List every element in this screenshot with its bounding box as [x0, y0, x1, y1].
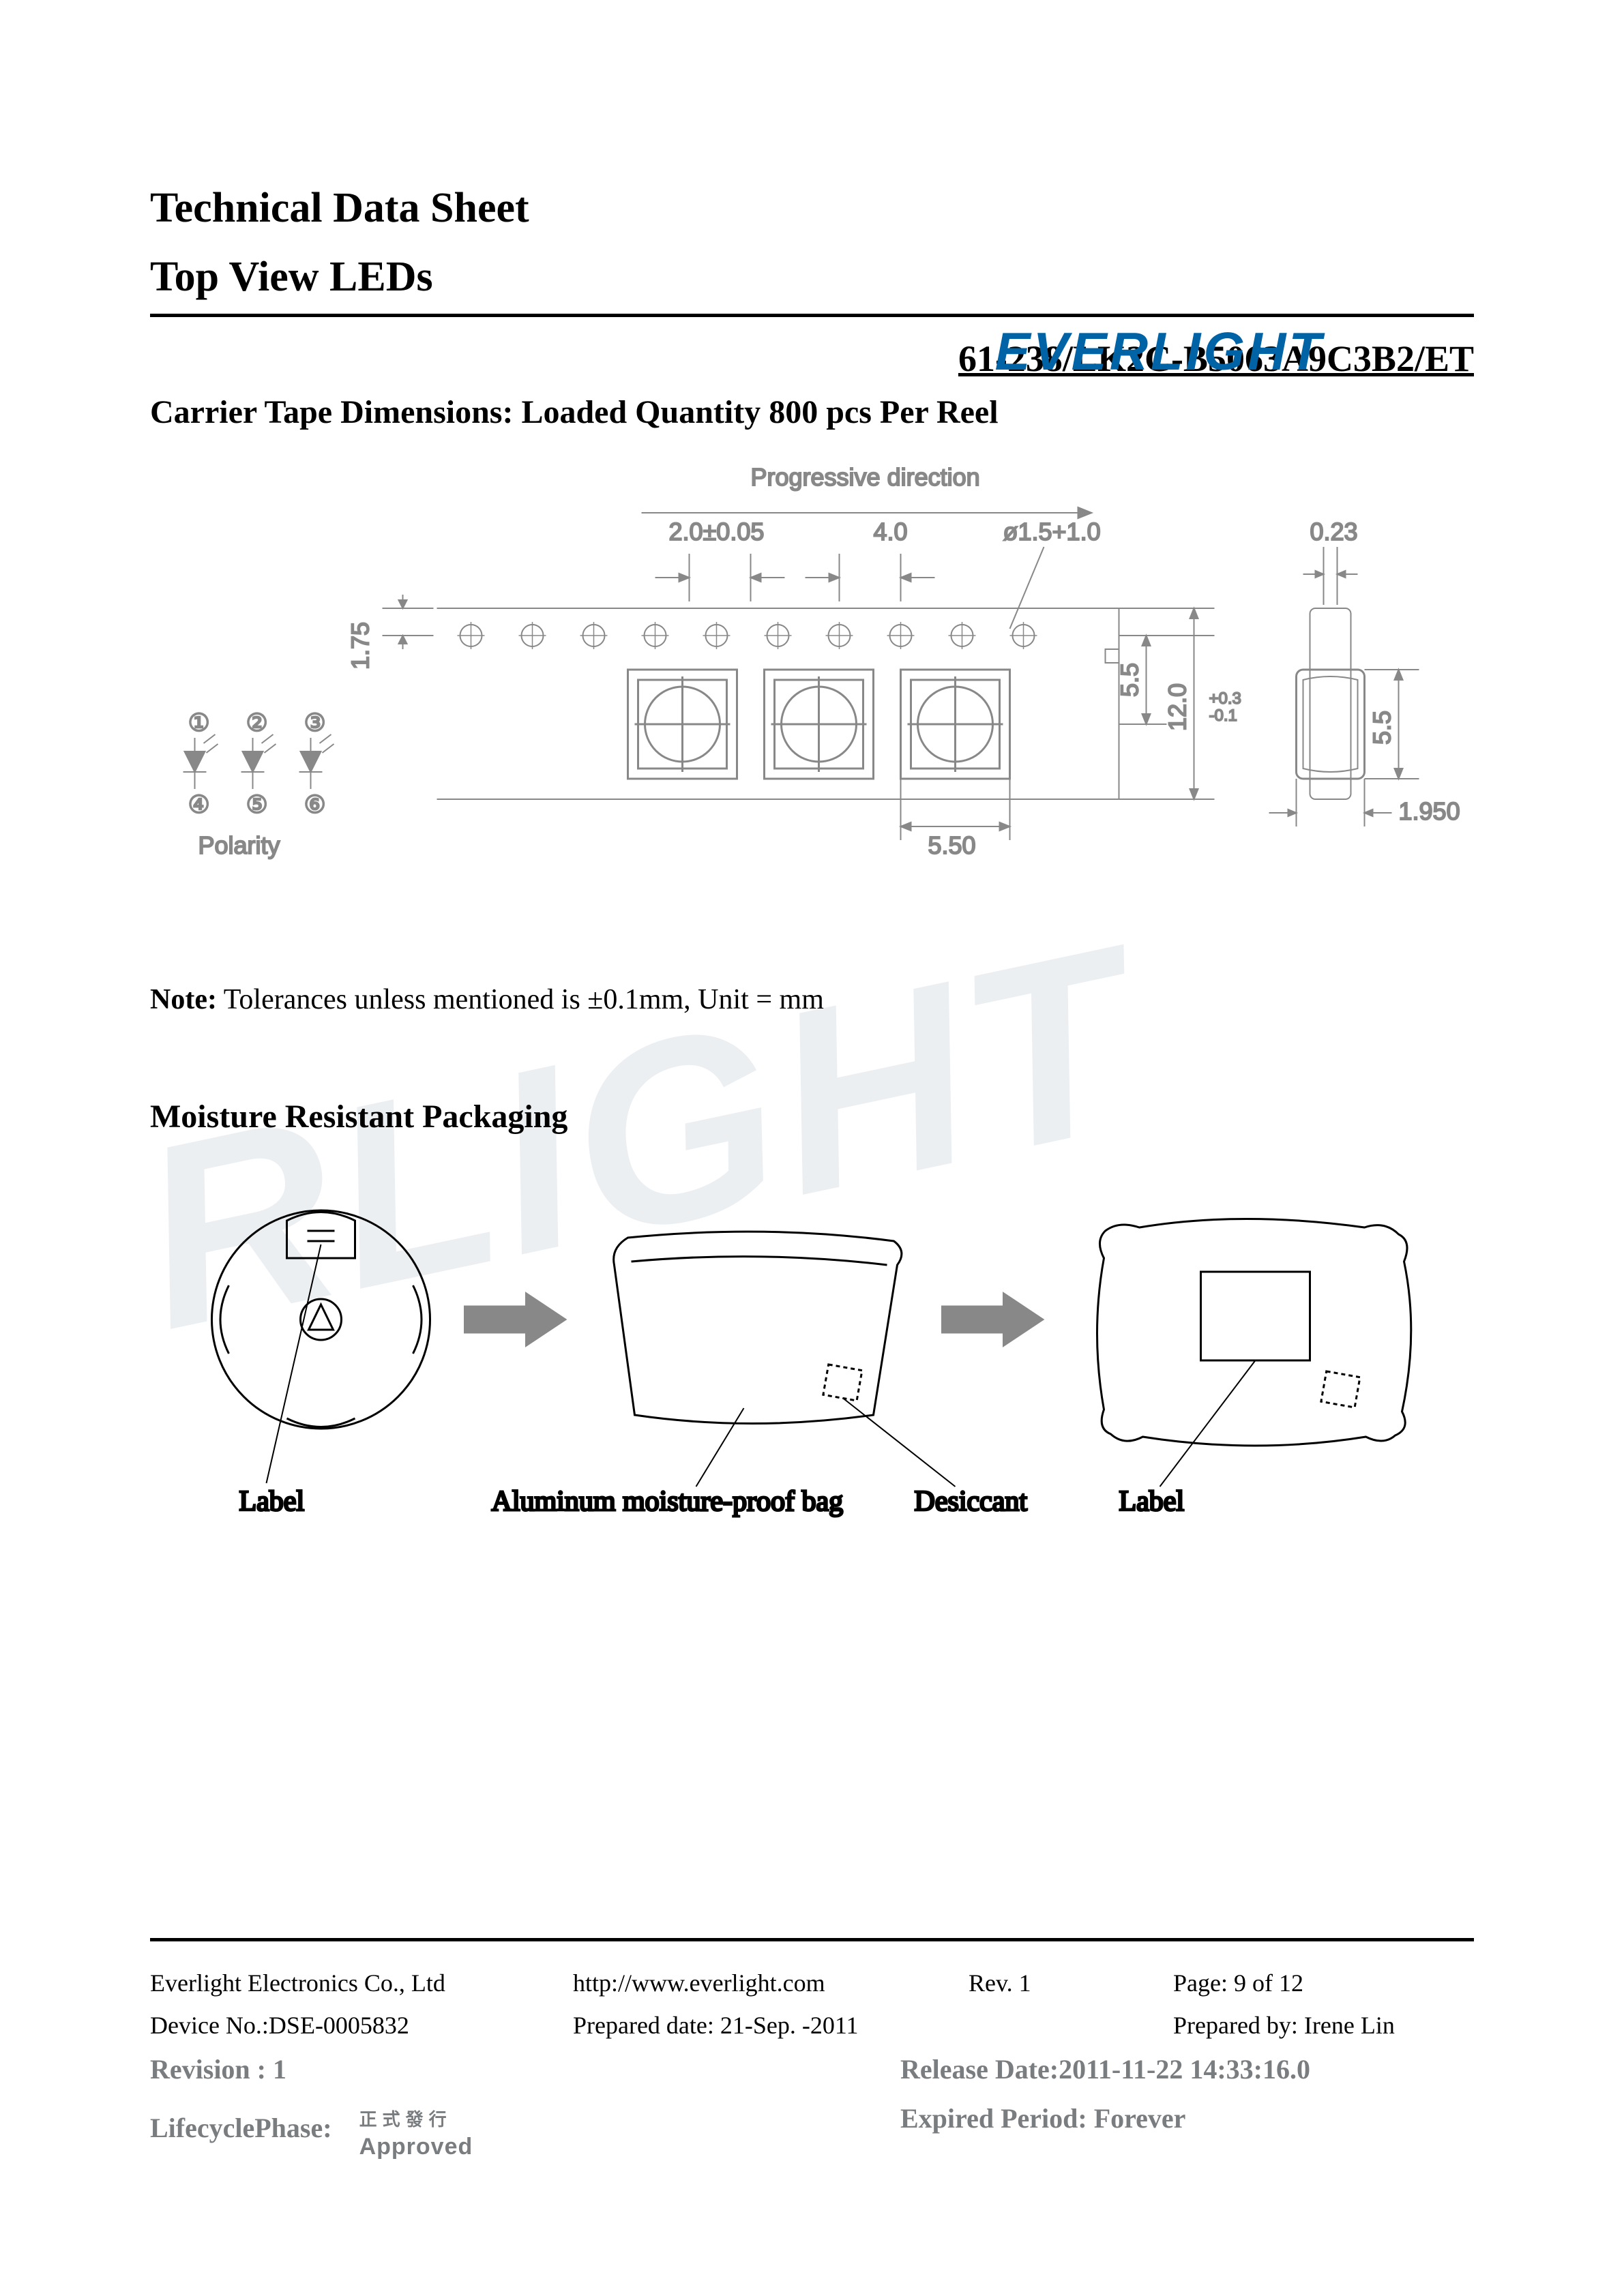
dim-side-depth: 1.950 — [1399, 797, 1460, 825]
footer-divider — [150, 1938, 1474, 1941]
carrier-tape-diagram: Progressive direction 2.0±0.05 4.0 ø1.5+… — [150, 458, 1474, 949]
note-label: Note: — [150, 984, 217, 1015]
dim-tape-width: 12.0 — [1164, 683, 1192, 731]
pin-3: ③ — [304, 709, 326, 736]
pin-1: ① — [188, 709, 210, 736]
footer-rev: Rev. 1 — [969, 1969, 1173, 1997]
footer-device: Device No.:DSE-0005832 — [150, 2011, 573, 2040]
packaging-diagram: Label Aluminum moisture-proof bag — [150, 1163, 1474, 1572]
section1-heading: Carrier Tape Dimensions: Loaded Quantity… — [150, 393, 1474, 431]
meta-release: Release Date:2011-11-22 14:33:16.0 — [900, 2053, 1474, 2085]
dim-side-h: 5.5 — [1368, 711, 1396, 745]
meta-revision: Revision : 1 — [150, 2053, 900, 2085]
dim-sprocket-margin: 1.75 — [346, 622, 374, 670]
callout-desiccant: Desiccant — [915, 1486, 1028, 1517]
dim-side-thick: 0.23 — [1310, 518, 1358, 546]
dim-hole-dia: ø1.5+1.0 — [1003, 518, 1101, 546]
pin-5: ⑤ — [246, 790, 268, 818]
pin-6: ⑥ — [304, 790, 326, 818]
section1-note: Note: Tolerances unless mentioned is ±0.… — [150, 983, 1474, 1016]
section2-heading: Moisture Resistant Packaging — [150, 1098, 1474, 1135]
brand-logo: EVERLIGHT — [995, 320, 1324, 383]
callout-bag: Aluminum moisture-proof bag — [492, 1486, 844, 1517]
page-footer: Everlight Electronics Co., Ltd http://ww… — [150, 1938, 1474, 2160]
stamp-en: Approved — [359, 2134, 473, 2160]
meta-expired: Expired Period: Forever — [900, 2102, 1474, 2160]
approved-stamp: 正式發行 Approved — [359, 2102, 473, 2160]
footer-prep-by: Prepared by: Irene Lin — [1173, 2011, 1474, 2040]
callout-outer-label: Label — [1119, 1486, 1185, 1517]
doc-title-2: Top View LEDs — [150, 253, 1474, 301]
dim-tape-tol-minus: -0.1 — [1209, 706, 1237, 725]
footer-prep-date: Prepared date: 21-Sep. -2011 — [573, 2011, 969, 2040]
doc-title-1: Technical Data Sheet — [150, 184, 1474, 233]
callout-reel-label: Label — [239, 1486, 305, 1517]
dim-pocket-edge: 5.5 — [1116, 663, 1144, 697]
polarity-label: Polarity — [198, 831, 280, 859]
footer-page: Page: 9 of 12 — [1173, 1969, 1474, 1997]
footer-company: Everlight Electronics Co., Ltd — [150, 1969, 573, 1997]
dim-hole-spacing: 4.0 — [874, 518, 908, 546]
dim-direction: Progressive direction — [751, 463, 980, 491]
footer-url: http://www.everlight.com — [573, 1969, 969, 1997]
pin-4: ④ — [188, 790, 210, 818]
meta-lifecycle-label: LifecyclePhase: — [150, 2113, 332, 2143]
dim-pitch: 2.0±0.05 — [669, 518, 765, 546]
dim-pocket-width: 5.50 — [928, 831, 976, 859]
note-text: Tolerances unless mentioned is ±0.1mm, U… — [217, 984, 824, 1015]
pin-2: ② — [246, 709, 268, 736]
stamp-cn: 正式發行 — [359, 2109, 452, 2130]
dim-tape-tol-plus: +0.3 — [1209, 689, 1241, 708]
divider-top — [150, 314, 1474, 317]
